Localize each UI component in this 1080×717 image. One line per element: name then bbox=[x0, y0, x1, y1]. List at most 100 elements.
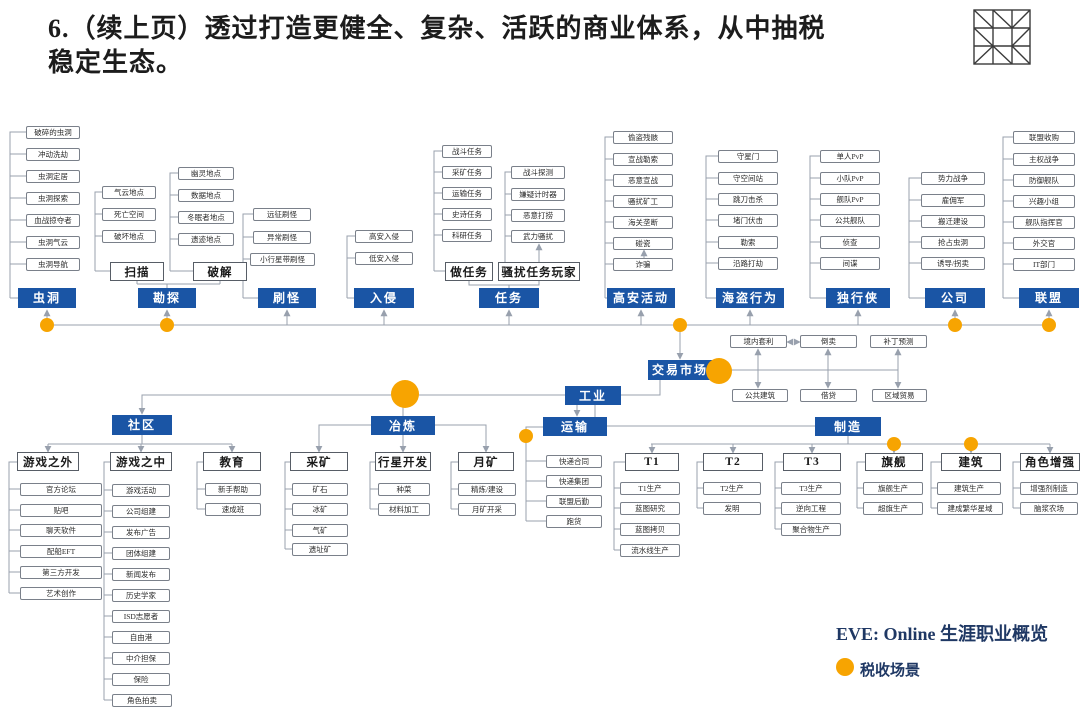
alliance-item: 舰队指挥官 bbox=[1013, 216, 1075, 229]
lonewolf-item: 小队PvP bbox=[820, 172, 880, 185]
t1-item: 蓝图拷贝 bbox=[620, 523, 680, 536]
tax-scene-dot bbox=[40, 318, 54, 332]
capital-header: 旗舰 bbox=[865, 453, 923, 471]
piracy-item: 堵门伏击 bbox=[718, 214, 778, 227]
structures-item: 建成繁华星域 bbox=[937, 502, 1003, 515]
market-node: 交易市场 bbox=[648, 360, 712, 380]
structures-item: 建筑生产 bbox=[937, 482, 1001, 495]
market-item: 境内套利 bbox=[730, 335, 787, 348]
t2-item: 发明 bbox=[703, 502, 761, 515]
outside-game-item: 艺术创作 bbox=[20, 587, 102, 600]
ratting-node: 刷怪 bbox=[258, 288, 316, 308]
enhancement-item: 脑浆农场 bbox=[1020, 502, 1078, 515]
outside-game-item: 贴吧 bbox=[20, 504, 102, 517]
wormhole-item: 虫洞导航 bbox=[26, 258, 80, 271]
inside-game-item: 新闻发布 bbox=[112, 568, 170, 581]
highsec-item: 海关垄断 bbox=[613, 216, 673, 229]
inside-game-item: 中介担保 bbox=[112, 652, 170, 665]
harass-mission-players-header: 骚扰任务玩家 bbox=[498, 262, 580, 281]
corporation-node: 公司 bbox=[925, 288, 985, 308]
tax-scene-legend-label: 税收场景 bbox=[860, 663, 921, 679]
piracy-item: 勒索 bbox=[718, 236, 778, 249]
inside-game-item: 保险 bbox=[112, 673, 170, 686]
capital-item: 旗舰生产 bbox=[863, 482, 923, 495]
scan-site-item: 死亡空间 bbox=[102, 208, 156, 221]
market-item: 倒卖 bbox=[800, 335, 857, 348]
transport-item: 快递合同 bbox=[546, 455, 602, 468]
tax-scene-dot bbox=[948, 318, 962, 332]
corporation-item: 抢占虫洞 bbox=[921, 236, 985, 249]
t1-item: 流水线生产 bbox=[620, 544, 680, 557]
wormhole-item: 虫洞探索 bbox=[26, 192, 80, 205]
harass-item: 嫌疑计时器 bbox=[511, 188, 565, 201]
market-item: 区域贸易 bbox=[872, 389, 927, 402]
enhancement-header: 角色增强 bbox=[1020, 453, 1080, 471]
missions-node: 任务 bbox=[479, 288, 539, 308]
harass-item: 武力骚扰 bbox=[511, 230, 565, 243]
moon-item: 月矿开采 bbox=[458, 503, 516, 516]
inside-game-item: 角色拍卖 bbox=[112, 694, 172, 707]
slide-title: 6.（续上页）透过打造更健全、复杂、活跃的商业体系，从中抽税稳定生态。 bbox=[48, 14, 826, 77]
planetary-item: 材料加工 bbox=[378, 503, 430, 516]
hack-site-item: 遗迹地点 bbox=[178, 233, 234, 246]
inside-game-item: 团体组建 bbox=[112, 547, 170, 560]
wormhole-item: 虫洞定居 bbox=[26, 170, 80, 183]
manufacturing-node: 制造 bbox=[815, 417, 881, 436]
planetary-header: 行星开发 bbox=[375, 452, 431, 471]
alliance-item: 外交官 bbox=[1013, 237, 1075, 250]
inside-game-header: 游戏之中 bbox=[110, 452, 172, 471]
mission-type-item: 科研任务 bbox=[442, 229, 492, 242]
ratting-item: 异常刷怪 bbox=[253, 231, 311, 244]
transport-node: 运输 bbox=[543, 417, 607, 436]
tax-scene-dot bbox=[391, 380, 419, 408]
t3-header: T3 bbox=[783, 453, 841, 471]
corporation-item: 诱导/拐卖 bbox=[921, 257, 985, 270]
scan-site-item: 破坏地点 bbox=[102, 230, 156, 243]
lonewolf-item: 单人PvP bbox=[820, 150, 880, 163]
market-item: 借贷 bbox=[800, 389, 857, 402]
wormhole-item: 破碎的虫洞 bbox=[26, 126, 80, 139]
hack-header: 破解 bbox=[193, 262, 247, 281]
inside-game-item: 自由港 bbox=[112, 631, 170, 644]
lonewolf-item: 间谍 bbox=[820, 257, 880, 270]
mining-item: 矿石 bbox=[292, 483, 348, 496]
inside-game-item: 发布广告 bbox=[112, 526, 170, 539]
outside-game-item: 第三方开发 bbox=[20, 566, 102, 579]
exploration-node: 勘探 bbox=[138, 288, 196, 308]
lonewolf-item: 舰队PvP bbox=[820, 193, 880, 206]
mining-item: 遗址矿 bbox=[292, 543, 348, 556]
piracy-item: 沿路打劫 bbox=[718, 257, 778, 270]
outside-game-item: 配船EFT bbox=[20, 545, 102, 558]
t3-item: 逆向工程 bbox=[781, 502, 841, 515]
t2-item: T2生产 bbox=[703, 482, 761, 495]
planetary-item: 种菜 bbox=[378, 483, 430, 496]
hack-site-item: 冬眠者地点 bbox=[178, 211, 234, 224]
hack-site-item: 数据地点 bbox=[178, 189, 234, 202]
education-header: 教育 bbox=[203, 452, 261, 471]
transport-item: 跑货 bbox=[546, 515, 602, 528]
mission-type-item: 运输任务 bbox=[442, 187, 492, 200]
hack-site-item: 幽灵地点 bbox=[178, 167, 234, 180]
education-item: 速成班 bbox=[205, 503, 261, 516]
incursion-item: 低安入侵 bbox=[355, 252, 413, 265]
alliance-item: 主权战争 bbox=[1013, 153, 1075, 166]
community-node: 社区 bbox=[112, 415, 172, 435]
ratting-item: 远征刷怪 bbox=[253, 208, 311, 221]
wormhole-node: 虫洞 bbox=[18, 288, 76, 308]
lonewolf-item: 侦查 bbox=[820, 236, 880, 249]
highsec-item: 恶意宣战 bbox=[613, 174, 673, 187]
alliance-item: 兴趣小组 bbox=[1013, 195, 1075, 208]
tax-scene-dot bbox=[519, 429, 533, 443]
lonewolf-item: 公共舰队 bbox=[820, 214, 880, 227]
moon-header: 月矿 bbox=[458, 452, 514, 471]
corporation-item: 雇佣军 bbox=[921, 194, 985, 207]
tax-scene-dot bbox=[964, 437, 978, 451]
incursion-item: 高安入侵 bbox=[355, 230, 413, 243]
harass-item: 战斗探测 bbox=[511, 166, 565, 179]
tax-scene-dot bbox=[706, 358, 732, 384]
t1-item: T1生产 bbox=[620, 482, 680, 495]
tax-scene-dot bbox=[887, 437, 901, 451]
tax-scene-dot bbox=[1042, 318, 1056, 332]
outside-game-item: 官方论坛 bbox=[20, 483, 102, 496]
